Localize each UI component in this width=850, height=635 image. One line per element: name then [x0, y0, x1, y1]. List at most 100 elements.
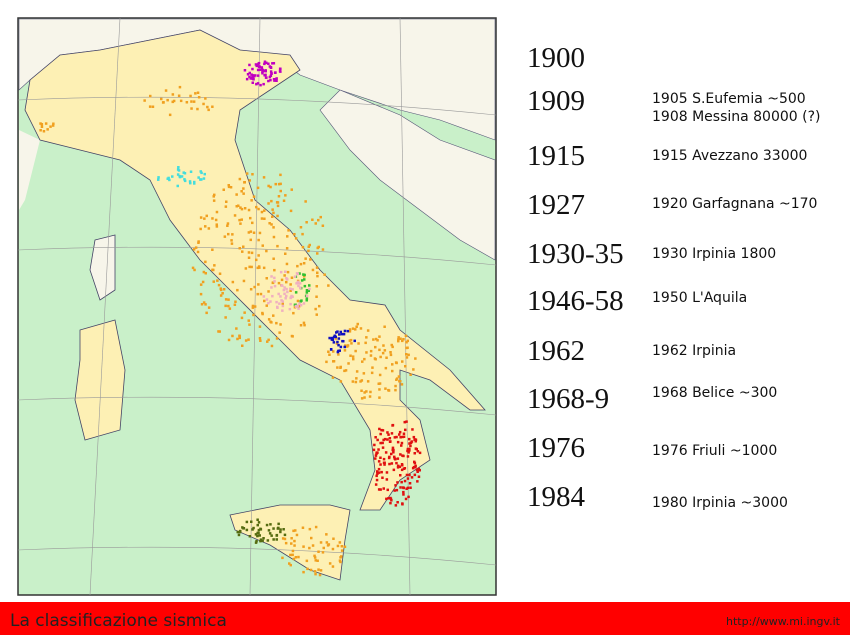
quake-dot	[285, 294, 288, 298]
quake-dot	[233, 303, 237, 306]
quake-dot	[265, 523, 269, 527]
quake-dot	[414, 465, 417, 469]
quake-dot	[391, 369, 394, 373]
quake-dot	[344, 369, 348, 372]
quake-dot	[303, 323, 306, 327]
quake-dot	[254, 74, 257, 77]
quake-dot	[256, 68, 260, 72]
quake-dot	[199, 292, 203, 296]
quake-dot	[219, 294, 223, 297]
quake-dot	[272, 257, 275, 260]
quake-dot	[272, 235, 276, 239]
quake-dot	[250, 199, 253, 202]
quake-dot	[413, 473, 417, 477]
quake-dot	[257, 61, 261, 65]
quake-dot	[293, 539, 296, 543]
quake-dot	[395, 461, 398, 465]
quake-dot	[332, 537, 335, 540]
quake-dot	[284, 270, 287, 273]
quake-dot	[262, 295, 266, 298]
quake-dot	[273, 71, 277, 74]
quake-dot	[389, 496, 392, 500]
quake-dot	[316, 271, 319, 274]
quake-dot	[282, 199, 286, 202]
quake-dot	[271, 215, 274, 218]
quake-dot	[219, 287, 222, 290]
quake-dot	[316, 246, 319, 250]
quake-dot	[281, 300, 284, 303]
quake-dot	[396, 464, 400, 468]
quake-dot	[374, 345, 377, 349]
quake-dot	[245, 77, 249, 81]
quake-dot	[202, 177, 206, 180]
quake-dot	[286, 278, 289, 281]
quake-dot	[248, 535, 252, 538]
quake-dot	[305, 221, 308, 224]
quake-dot	[392, 448, 395, 452]
quake-dot	[213, 264, 216, 267]
quake-dot	[382, 457, 386, 461]
quake-dot	[391, 345, 394, 349]
quake-dot	[378, 427, 381, 431]
quake-dot	[339, 366, 342, 369]
quake-dot	[202, 301, 206, 304]
quake-dot	[372, 338, 375, 341]
quake-dot	[275, 321, 278, 325]
quake-dot	[296, 299, 300, 303]
quake-dot	[381, 476, 384, 479]
sardinia	[74, 319, 126, 441]
quake-dot	[264, 73, 267, 77]
quake-dot	[408, 449, 411, 452]
quake-dot	[294, 237, 298, 240]
quake-dot	[381, 446, 385, 449]
quake-dot	[336, 366, 339, 369]
quake-dot	[254, 63, 258, 66]
quake-dot	[302, 545, 305, 548]
quake-dot	[284, 252, 287, 255]
quake-dot	[360, 397, 364, 400]
quake-dot	[180, 175, 184, 178]
quake-dot	[374, 454, 378, 457]
quake-dot	[405, 473, 409, 477]
quake-dot	[270, 72, 273, 75]
quake-dot	[313, 554, 316, 558]
quake-dot	[397, 375, 401, 378]
quake-dot	[376, 339, 379, 342]
quake-dot	[256, 266, 259, 270]
quake-dot	[168, 113, 172, 117]
quake-dot	[259, 538, 263, 541]
quake-dot	[359, 380, 362, 383]
quake-dot	[211, 105, 214, 108]
quake-dot	[217, 330, 220, 333]
quake-dot	[251, 221, 254, 225]
quake-dot	[205, 311, 208, 315]
quake-dot	[396, 481, 399, 484]
quake-dot	[363, 357, 366, 361]
quake-dot	[393, 436, 397, 439]
quake-dot	[301, 245, 305, 249]
quake-dot	[263, 60, 267, 63]
quake-dot	[185, 101, 189, 104]
quake-dot	[344, 344, 347, 347]
quake-dot	[402, 338, 405, 341]
year-label: 1968-9	[527, 383, 609, 415]
quake-dot	[298, 272, 301, 275]
quake-dot	[293, 275, 297, 278]
quake-dot	[293, 544, 296, 547]
quake-dot	[189, 170, 193, 173]
footer-bar	[0, 602, 850, 635]
quake-dot	[378, 335, 381, 338]
quake-dot	[337, 353, 340, 356]
quake-dot	[272, 314, 275, 317]
event-label: 1915 Avezzano 33000	[652, 148, 807, 164]
quake-dot	[315, 295, 318, 298]
quake-dot	[404, 497, 408, 501]
quake-dot	[272, 226, 275, 229]
quake-dot	[275, 337, 279, 340]
quake-dot	[268, 532, 272, 535]
quake-dot	[383, 461, 386, 464]
quake-dot	[242, 192, 245, 195]
quake-dot	[265, 76, 268, 79]
quake-dot	[387, 497, 390, 500]
quake-dot	[308, 284, 311, 287]
